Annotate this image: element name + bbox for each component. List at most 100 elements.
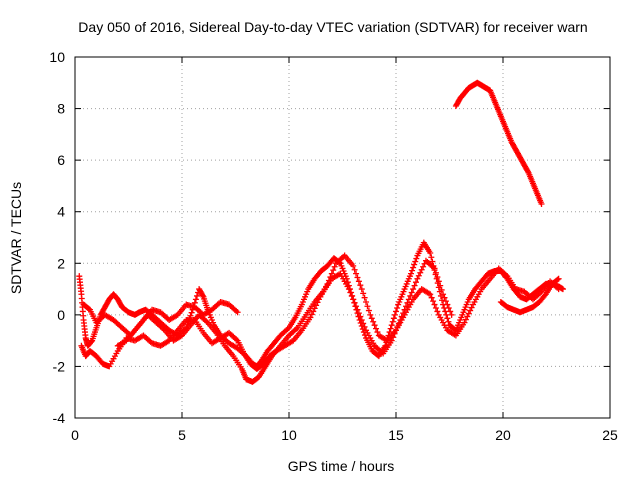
data-point <box>361 323 368 330</box>
x-tick-label: 25 <box>602 427 618 443</box>
data-point <box>357 313 364 320</box>
data-point <box>524 168 531 175</box>
data-point <box>437 282 444 289</box>
data-point <box>431 265 438 272</box>
data-point <box>445 304 452 311</box>
data-point <box>388 322 395 329</box>
y-axis-label: SDTVAR / TECUs <box>8 182 24 294</box>
data-point <box>397 317 404 324</box>
data-point <box>234 309 241 316</box>
data-point <box>430 298 437 305</box>
x-tick-label: 20 <box>495 427 511 443</box>
plot-border <box>74 56 611 419</box>
data-point <box>427 291 434 298</box>
data-point <box>361 294 368 301</box>
data-point <box>328 270 335 277</box>
data-point <box>389 318 396 325</box>
data-point <box>308 311 315 318</box>
data-point <box>442 298 449 305</box>
y-tick-label: 2 <box>57 255 65 271</box>
series-trace-1 <box>76 239 566 370</box>
data-point <box>345 286 352 293</box>
data-point <box>354 274 361 281</box>
data-point <box>461 319 468 326</box>
data-point <box>353 270 360 277</box>
data-point <box>555 275 562 282</box>
data-point <box>401 306 408 313</box>
data-point <box>88 338 95 345</box>
data-point <box>408 289 415 296</box>
data-point <box>360 320 367 327</box>
data-point <box>351 299 358 306</box>
series-trace-3 <box>80 257 455 385</box>
data-point <box>467 307 474 314</box>
data-point <box>438 286 445 293</box>
data-point <box>440 291 447 298</box>
data-point <box>354 306 361 313</box>
data-point <box>357 282 364 289</box>
data-point <box>313 302 320 309</box>
data-point <box>395 320 402 327</box>
data-point <box>411 282 418 289</box>
data-point <box>373 325 380 332</box>
data-point <box>393 308 399 315</box>
data-point <box>405 296 412 303</box>
data-point <box>468 304 475 311</box>
data-point <box>428 254 435 261</box>
data-point <box>464 313 471 320</box>
data-point <box>407 292 414 299</box>
data-point <box>188 309 195 316</box>
data-point <box>350 262 357 269</box>
data-point <box>409 267 416 274</box>
y-tick-label: 0 <box>57 307 65 323</box>
data-point <box>538 200 545 207</box>
data-point <box>330 267 337 274</box>
data-point <box>370 318 377 325</box>
data-point <box>448 311 455 318</box>
data-point <box>348 292 355 299</box>
data-point <box>428 294 435 301</box>
data-point <box>434 274 441 281</box>
data-point <box>374 329 381 336</box>
data-point <box>443 311 450 318</box>
x-tick-label: 15 <box>388 427 404 443</box>
data-point <box>400 310 407 317</box>
data-point <box>413 255 420 262</box>
data-point <box>417 269 424 276</box>
data-point <box>415 272 422 279</box>
data-point <box>441 294 448 301</box>
data-point <box>390 334 397 341</box>
x-tick-label: 0 <box>71 427 79 443</box>
y-tick-label: 4 <box>57 204 65 220</box>
data-point <box>414 275 421 282</box>
data-point <box>444 315 451 322</box>
data-point <box>355 310 362 317</box>
data-point <box>390 315 397 322</box>
y-tick-label: 10 <box>49 49 65 65</box>
data-point <box>407 270 414 277</box>
data-point <box>432 304 439 311</box>
data-point <box>365 307 372 314</box>
data-point <box>388 337 395 344</box>
data-point <box>358 286 365 293</box>
data-point <box>358 317 365 324</box>
data-point <box>541 292 548 299</box>
x-axis-label: GPS time / hours <box>288 458 395 474</box>
data-point <box>193 292 200 299</box>
data-point <box>447 308 454 315</box>
x-tick-label: 5 <box>178 427 186 443</box>
series-trace-4 <box>114 298 241 349</box>
grid-layer <box>75 57 610 418</box>
data-point <box>554 276 561 283</box>
data-point <box>364 303 371 310</box>
data-point <box>410 286 417 293</box>
data-point <box>199 292 206 299</box>
y-tick-label: 8 <box>57 101 65 117</box>
data-point <box>445 318 452 325</box>
data-point <box>410 264 417 271</box>
data-point <box>85 305 92 312</box>
data-point <box>347 289 354 296</box>
series-trace-5 <box>497 275 562 316</box>
data-point <box>192 296 199 303</box>
data-point <box>367 311 374 318</box>
